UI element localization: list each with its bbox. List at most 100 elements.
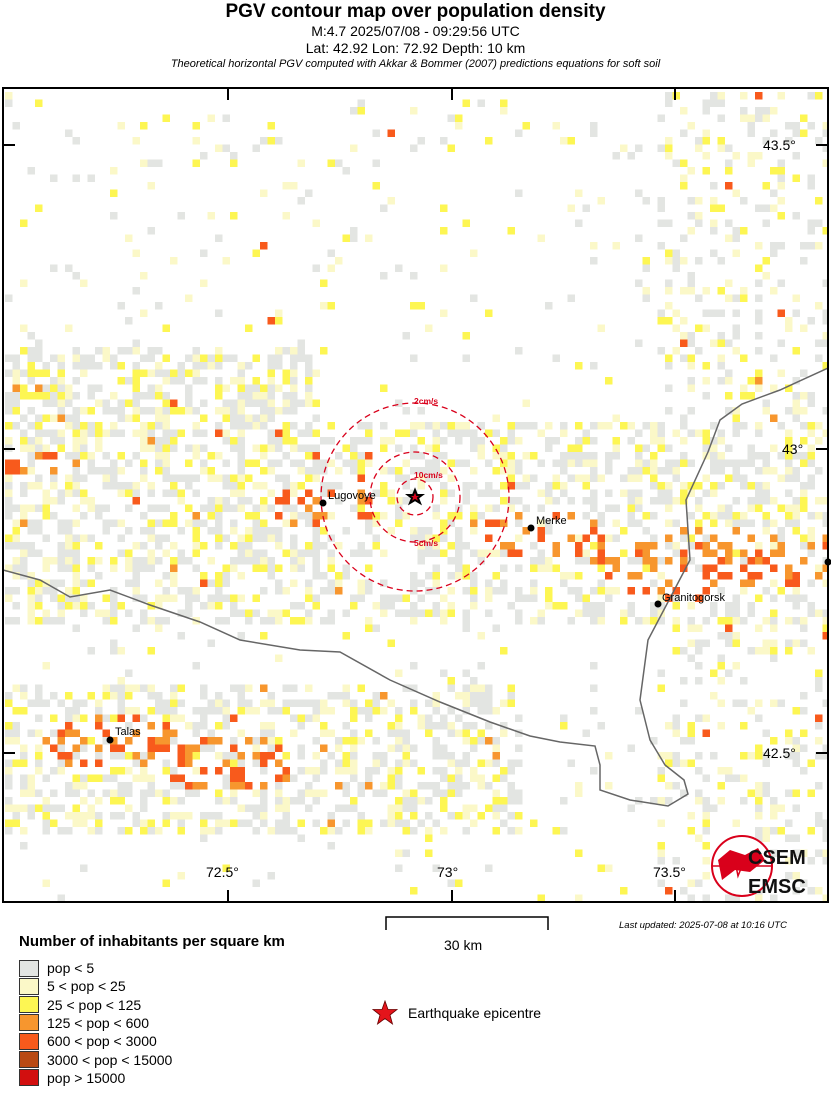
svg-text:CSEM: CSEM: [748, 847, 806, 869]
population-cell: [447, 789, 455, 797]
population-cell: [57, 549, 65, 557]
city-label-granitogorsk: Granitogorsk: [662, 592, 725, 604]
population-cell: [230, 557, 238, 565]
population-cell: [237, 534, 245, 542]
population-cell: [27, 804, 35, 812]
population-cell: [320, 722, 328, 730]
population-cell: [170, 812, 178, 820]
population-cell: [537, 564, 545, 572]
population-cell: [27, 594, 35, 602]
population-cell: [125, 767, 133, 775]
population-cell: [230, 527, 238, 535]
population-cell: [440, 549, 448, 557]
population-cell: [20, 482, 28, 490]
population-cell: [65, 399, 73, 407]
population-cell: [50, 767, 58, 775]
population-cell: [402, 797, 410, 805]
population-cell: [815, 819, 823, 827]
population-cell: [102, 737, 110, 745]
population-cell: [762, 834, 770, 842]
scale-bar: [385, 916, 549, 930]
population-cell: [237, 572, 245, 580]
population-cell: [822, 632, 828, 640]
population-cell: [35, 444, 43, 452]
population-cell: [12, 384, 20, 392]
population-cell: [785, 122, 793, 130]
population-cell: [12, 459, 20, 467]
population-cell: [95, 347, 103, 355]
population-cell: [725, 639, 733, 647]
population-cell: [230, 399, 238, 407]
population-cell: [800, 692, 808, 700]
population-cell: [395, 512, 403, 520]
population-cell: [597, 197, 605, 205]
population-cell: [815, 564, 823, 572]
population-cell: [515, 789, 523, 797]
population-cell: [515, 594, 523, 602]
population-cell: [485, 534, 493, 542]
population-cell: [230, 767, 238, 775]
population-cell: [687, 362, 695, 370]
population-cell: [245, 512, 253, 520]
population-cell: [207, 812, 215, 820]
population-cell: [447, 557, 455, 565]
population-cell: [725, 369, 733, 377]
population-cell: [455, 767, 463, 775]
population-cell: [357, 542, 365, 550]
population-cell: [440, 137, 448, 145]
population-cell: [357, 422, 365, 430]
population-cell: [200, 377, 208, 385]
population-cell: [260, 482, 268, 490]
population-cell: [515, 129, 523, 137]
population-cell: [582, 437, 590, 445]
population-cell: [642, 264, 650, 272]
population-cell: [320, 459, 328, 467]
population-cell: [260, 789, 268, 797]
population-cell: [245, 362, 253, 370]
population-cell: [590, 557, 598, 565]
population-cell: [680, 107, 688, 115]
population-cell: [747, 159, 755, 167]
population-cell: [327, 489, 335, 497]
lon-tick-73.5: 73.5°: [653, 864, 686, 880]
population-cell: [305, 422, 313, 430]
population-cell: [245, 497, 253, 505]
population-cell: [312, 497, 320, 505]
population-cell: [717, 587, 725, 595]
population-cell: [657, 752, 665, 760]
population-cell: [755, 804, 763, 812]
population-cell: [687, 407, 695, 415]
population-cell: [642, 512, 650, 520]
population-cell: [342, 759, 350, 767]
population-cell: [417, 407, 425, 415]
population-cell: [5, 497, 13, 505]
population-cell: [702, 827, 710, 835]
population-cell: [485, 504, 493, 512]
population-cell: [290, 699, 298, 707]
population-cell: [732, 294, 740, 302]
population-cell: [395, 467, 403, 475]
population-cell: [27, 572, 35, 580]
population-cell: [297, 444, 305, 452]
population-cell: [215, 587, 223, 595]
population-cell: [680, 459, 688, 467]
population-cell: [50, 437, 58, 445]
population-cell: [222, 429, 230, 437]
population-cell: [267, 392, 275, 400]
population-cell: [530, 564, 538, 572]
population-cell: [87, 429, 95, 437]
population-cell: [282, 812, 290, 820]
population-cell: [410, 579, 418, 587]
population-cell: [755, 752, 763, 760]
population-cell: [732, 309, 740, 317]
population-cell: [87, 354, 95, 362]
population-cell: [417, 437, 425, 445]
population-cell: [612, 242, 620, 250]
population-cell: [447, 587, 455, 595]
population-cell: [215, 377, 223, 385]
population-cell: [260, 549, 268, 557]
population-cell: [267, 722, 275, 730]
population-cell: [72, 774, 80, 782]
population-cell: [582, 729, 590, 737]
population-cell: [657, 309, 665, 317]
